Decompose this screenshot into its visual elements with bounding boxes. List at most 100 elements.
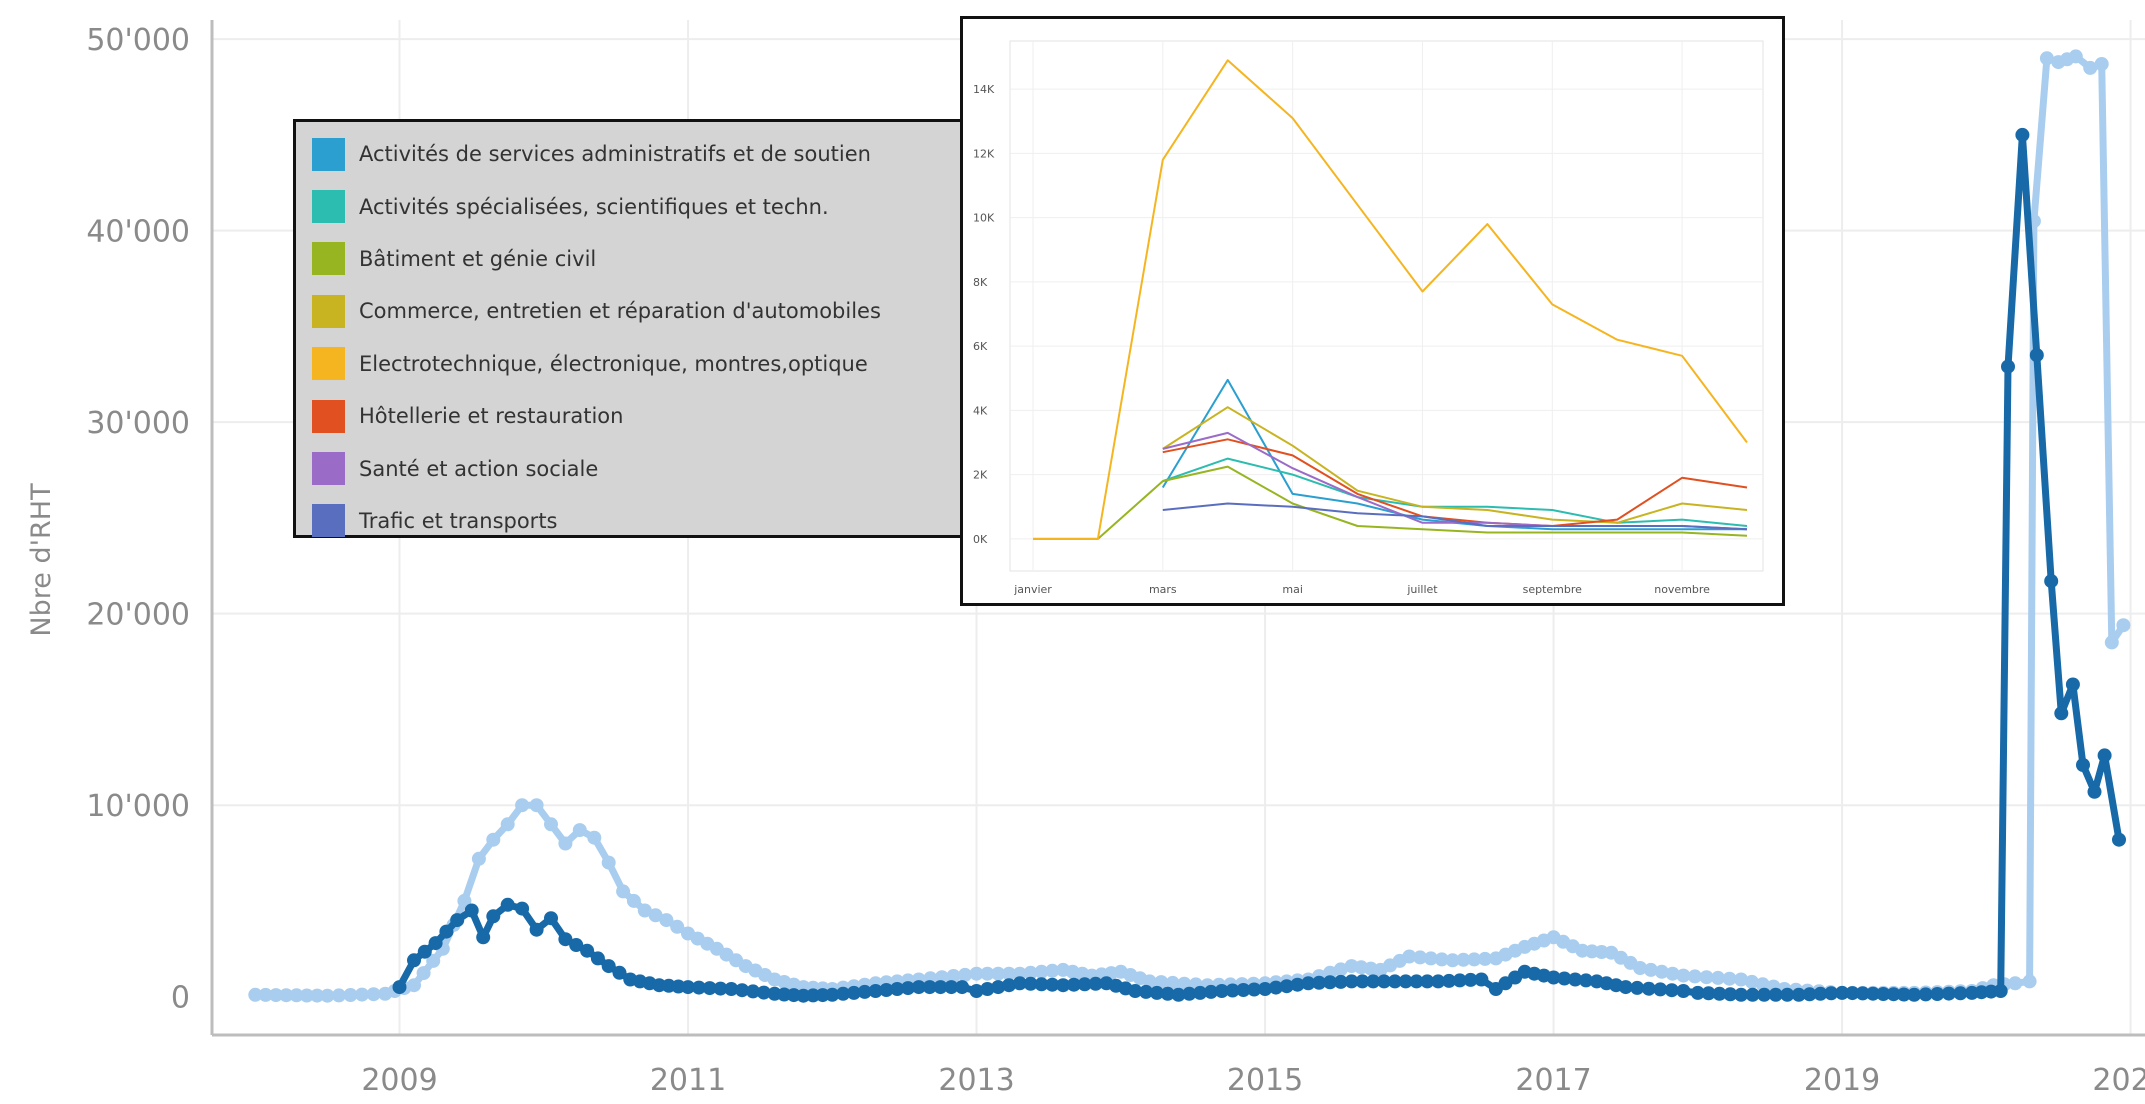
main-data-point [1557,971,1572,986]
main-data-point [500,897,515,912]
main-data-point [1214,984,1229,998]
inset-y-tick-label: 14K [973,83,995,96]
main-data-point [355,987,369,1002]
inset-y-tick-label: 2K [973,469,988,482]
main-data-point [637,903,652,918]
main-data-point [320,988,335,1003]
main-x-tick-label: 2017 [1515,1063,1591,1098]
main-data-point [1154,975,1169,990]
main-data-point [1835,985,1850,1000]
main-data-point [417,944,432,959]
main-data-point [1824,986,1839,1001]
main-data-point [616,884,631,899]
main-data-point [572,823,587,838]
main-data-point [544,817,558,832]
main-data-point [2054,706,2069,721]
main-data-point [1193,985,1208,1000]
inset-series-4 [1162,406,1748,524]
main-data-point [1225,983,1240,998]
main-data-point [464,903,479,918]
main-data-point [1886,987,1901,1002]
main-data-point [1012,976,1027,991]
main-data-point [1445,953,1460,968]
main-data-point [2112,832,2126,847]
inset-x-tick-label: mars [1149,583,1177,596]
main-y-tick-label: 20'000 [86,598,190,633]
main-data-point [846,985,861,1000]
main-data-point [1333,974,1348,989]
main-data-point [1745,987,1760,1002]
main-data-point [407,953,421,968]
inset-chart: 0K 2K 4K 6K 8K 10K 12K 14K janvier mars mai juille… [973,40,1764,596]
main-data-point [890,982,905,996]
main-data-point [1204,984,1218,999]
main-data-point [529,922,544,937]
main-data-point [1165,975,1180,990]
main-data-point [1452,973,1467,988]
main-data-point [1463,972,1478,987]
main-data-point [471,851,486,866]
main-data-point [2097,748,2112,763]
inset-plot-frame [1009,40,1764,572]
inset-gridlines [1010,41,1763,571]
main-data-point [980,982,995,996]
main-y-tick-labels: 0 10'000 20'000 30'000 40'000 50'000 [86,23,190,1016]
main-data-point [428,936,443,951]
main-series-group [248,49,2131,1003]
main-data-point [1128,984,1143,998]
main-data-point [1478,951,1492,966]
main-data-point [569,938,584,952]
inset-y-tick-labels: 0K 2K 4K 6K 8K 10K 12K 14K [973,83,995,546]
main-data-point [681,980,695,995]
main-data-point [1643,962,1658,977]
inset-series-6 [1162,438,1748,527]
legend-item: Hôtellerie et restauration [312,390,962,442]
main-data-point [1045,963,1060,978]
main-data-point [366,987,381,1002]
main-data-point [1687,969,1702,984]
inset-series-line [1033,59,1748,540]
main-data-point [1734,972,1749,987]
main-data-point [268,988,283,1003]
inset-series-line [1162,438,1748,527]
main-data-point [1442,973,1456,988]
main-data-point [289,988,304,1003]
main-data-point [2094,57,2109,71]
main-data-point [1757,987,1772,1002]
main-data-point [580,943,595,958]
main-data-point [1247,982,1262,997]
main-data-point [601,855,616,870]
inset-x-tick-label: janvier [1013,583,1052,596]
main-y-axis-label: Nbre d'RHT [26,483,57,637]
main-data-point [1701,986,1716,1001]
main-data-point [1409,974,1424,989]
main-data-point [1002,978,1016,993]
main-data-point [1268,980,1283,995]
legend-item: Activités de services administratifs et … [312,128,962,180]
inset-y-tick-label: 0K [973,533,988,546]
main-data-point [1279,979,1294,994]
main-data-point [2039,51,2054,66]
main-data-point [258,987,273,1002]
main-data-point [969,966,984,981]
main-series-2 [392,127,2126,1003]
legend-item: Commerce, entretien et réparation d'auto… [312,285,962,337]
main-data-point [612,965,627,980]
main-data-point [879,983,894,997]
main-data-point [1907,987,1922,1002]
inset-y-tick-label: 4K [973,404,988,417]
main-data-point [2022,974,2037,989]
inset-series-line [1033,465,1748,540]
main-data-point [1366,974,1381,989]
main-data-point [1182,986,1197,1001]
main-data-point [1664,983,1679,998]
main-data-point [1160,986,1175,1001]
main-data-point [457,893,472,908]
legend-label: Electrotechnique, électronique, montres,… [359,351,868,376]
main-data-point [1941,986,1956,1001]
main-data-point [1654,964,1669,979]
main-data-point [746,984,760,999]
main-data-point [713,981,728,996]
main-y-tick-label: 40'000 [86,215,190,250]
legend-label: Commerce, entretien et réparation d'auto… [359,299,881,324]
